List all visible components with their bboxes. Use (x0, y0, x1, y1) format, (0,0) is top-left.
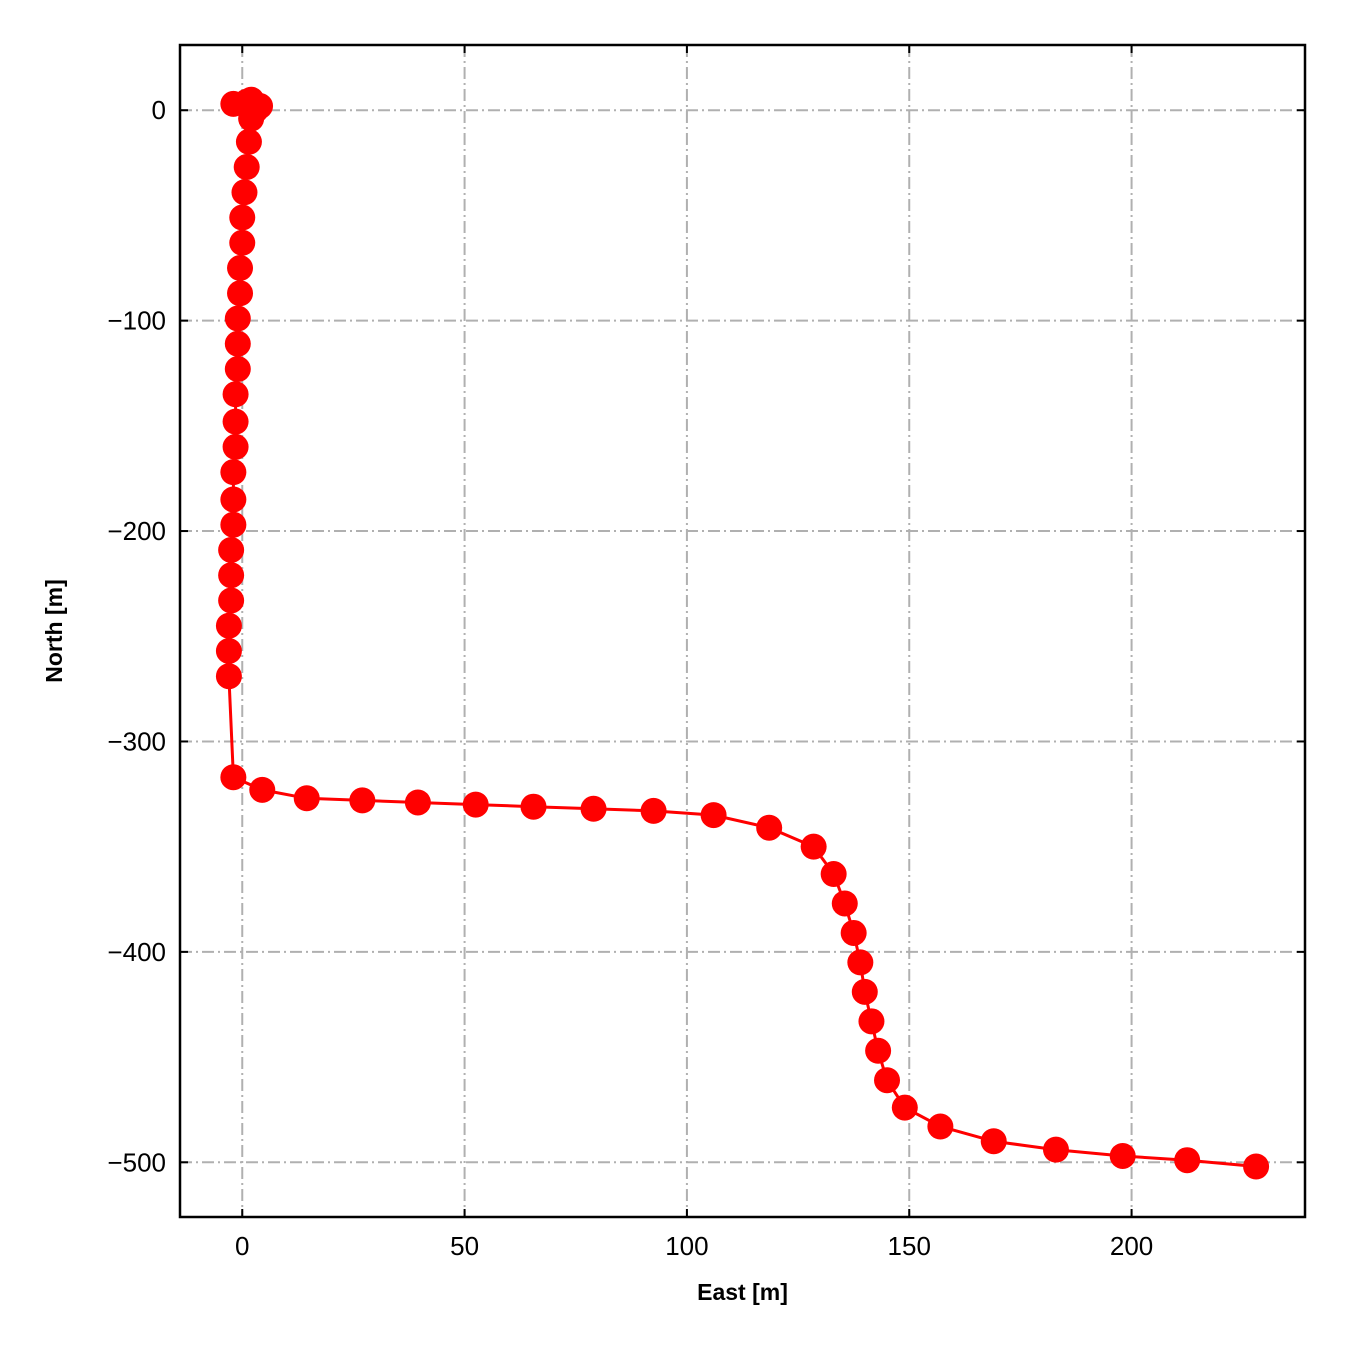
trajectory-point (891, 1094, 918, 1121)
trajectory-point (227, 280, 254, 307)
x-tick-label: 200 (1110, 1231, 1153, 1261)
trajectory-point (858, 1008, 885, 1035)
trajectory-point (224, 305, 251, 332)
trajectory-point (865, 1037, 892, 1064)
plot-frame (178, 43, 1307, 1219)
x-tick-label: 150 (888, 1231, 931, 1261)
trajectory-point (218, 587, 245, 614)
trajectory-point (820, 861, 847, 888)
trajectory-point (229, 229, 256, 256)
x-tick-label: 50 (450, 1231, 479, 1261)
trajectory-point (224, 330, 251, 357)
trajectory-point (229, 204, 256, 231)
grid (180, 45, 1305, 1217)
trajectory-point (220, 486, 247, 513)
trajectory-point (218, 536, 245, 563)
trajectory-point (215, 637, 242, 664)
trajectory-point (220, 511, 247, 538)
trajectory-point (249, 776, 276, 803)
y-tick-label: 0 (152, 95, 166, 125)
trajectory-point (800, 833, 827, 860)
trajectory-point (220, 764, 247, 791)
trajectory-point (222, 408, 249, 435)
x-tick-label: 100 (665, 1231, 708, 1261)
y-tick-label: −400 (107, 937, 166, 967)
trajectory-point (293, 785, 320, 812)
trajectory-point (851, 978, 878, 1005)
trajectory-point (1174, 1147, 1201, 1174)
trajectory-point (840, 919, 867, 946)
trajectory-point (215, 612, 242, 639)
trajectory-point (215, 663, 242, 690)
trajectory-point (874, 1067, 901, 1094)
trajectory-point (1042, 1136, 1069, 1163)
series-layer (215, 86, 1270, 1180)
trajectory-point (580, 795, 607, 822)
trajectory-point (1243, 1153, 1270, 1180)
y-tick-label: −200 (107, 516, 166, 546)
trajectory-point (404, 789, 431, 816)
trajectory-point (756, 814, 783, 841)
y-tick-label: −300 (107, 726, 166, 756)
axis-ticks: 0 50 100 150 200 0 −100 −200 −300 −400 −500 (107, 45, 1305, 1261)
trajectory-point (831, 890, 858, 917)
trajectory-point (231, 179, 258, 206)
trajectory-point (238, 105, 265, 132)
trajectory-point (235, 128, 262, 155)
trajectory-point (700, 802, 727, 829)
y-tick-label: −500 (107, 1147, 166, 1177)
y-axis-title: North [m] (41, 579, 67, 682)
trajectory-point (222, 381, 249, 408)
trajectory-point (520, 793, 547, 820)
trajectory-point (233, 154, 260, 181)
trajectory-line (227, 97, 1257, 1168)
trajectory-point (224, 356, 251, 383)
trajectory-point (349, 787, 376, 814)
x-tick-label: 0 (235, 1231, 249, 1261)
trajectory-point (927, 1113, 954, 1140)
trajectory-point (462, 791, 489, 818)
trajectory-point (1109, 1142, 1136, 1169)
trajectory-point (220, 459, 247, 486)
trajectory-point (227, 255, 254, 282)
trajectory-point (218, 562, 245, 589)
trajectory-point (847, 949, 874, 976)
y-tick-label: −100 (107, 306, 166, 336)
trajectory-point (222, 433, 249, 460)
x-axis-title: East [m] (697, 1279, 788, 1305)
trajectory-point (640, 797, 667, 824)
trajectory-point (980, 1128, 1007, 1155)
